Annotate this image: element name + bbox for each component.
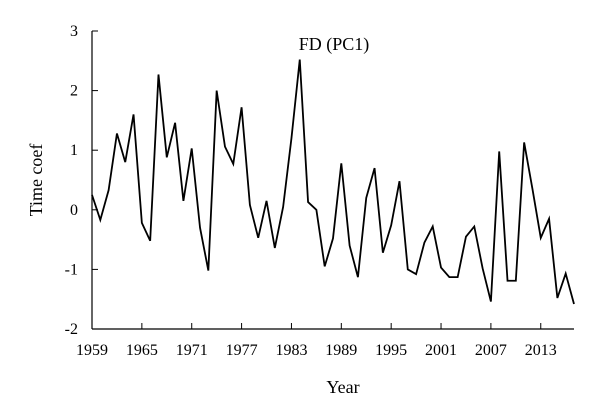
series-line <box>91 59 575 305</box>
x-tick-label: 1995 <box>375 342 407 359</box>
x-tick-label: 1977 <box>226 342 258 359</box>
y-tick-label: 1 <box>70 142 78 159</box>
y-tick-label: 3 <box>70 23 78 40</box>
y-axis-label: Time coef <box>26 144 46 217</box>
x-tick-label: 2007 <box>475 342 507 359</box>
y-tick-label: -1 <box>65 261 78 278</box>
series-group <box>91 59 575 305</box>
x-tick-label: 1965 <box>126 342 158 359</box>
x-tick-label: 1989 <box>325 342 357 359</box>
y-tick-label: -2 <box>65 321 78 338</box>
x-tick-label: 1983 <box>275 342 307 359</box>
axes <box>91 31 574 330</box>
x-axis-label: Year <box>326 377 359 397</box>
x-tick-label: 1959 <box>76 342 108 359</box>
x-tick-label: 2001 <box>425 342 457 359</box>
x-tick-label: 1971 <box>176 342 208 359</box>
y-tick-label: 2 <box>70 83 78 100</box>
chart-title: FD (PC1) <box>299 34 370 55</box>
x-tick-label: 2013 <box>525 342 557 359</box>
ticks: -2 -1 0 1 2 3 1959 1965 1971 1977 1983 1989 1995 2001… <box>65 23 557 359</box>
y-tick-label: 0 <box>70 202 78 219</box>
